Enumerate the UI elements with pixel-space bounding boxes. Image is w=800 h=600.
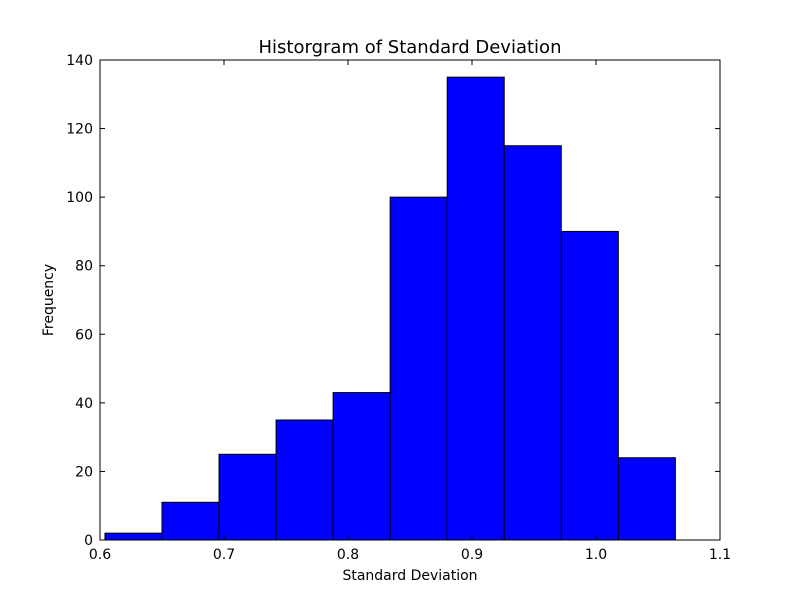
y-tick-label: 20 [75,464,93,480]
histogram-bar-9 [560,230,619,541]
histogram-bar-7 [446,76,505,541]
y-axis-label: Frequency [41,264,57,336]
axes-frame [99,59,721,541]
histogram-bar-10 [617,457,676,541]
histogram-bar-6 [389,196,448,541]
histogram-bar-1 [104,532,163,541]
histogram-bar-2 [161,501,220,541]
x-tick-label: 1.0 [585,547,607,563]
x-tick-label: 0.8 [337,547,359,563]
y-tick-label: 100 [66,190,93,206]
y-tick-label: 120 [66,122,93,138]
y-tick-label: 140 [66,53,93,69]
y-tick-label: 60 [75,327,93,343]
x-tick-label: 0.6 [89,547,111,563]
histogram-bar-4 [275,419,334,541]
y-tick-label: 0 [84,533,93,549]
x-tick-label: 0.9 [461,547,483,563]
histogram-bar-3 [218,453,277,541]
x-axis-label: Standard Deviation [342,568,477,584]
x-tick-label: 0.7 [213,547,235,563]
histogram-bar-5 [332,392,391,541]
x-tick-label: 1.1 [709,547,731,563]
plot-area: 0.6 0.7 0.8 0.9 1.0 1.1 0 20 40 60 80 100 120 140 [66,53,731,563]
y-tick-label: 80 [75,259,93,275]
histogram-bar-8 [503,145,562,541]
y-tick-label: 40 [75,396,93,412]
chart-title: Historgram of Standard Deviation [259,37,562,58]
